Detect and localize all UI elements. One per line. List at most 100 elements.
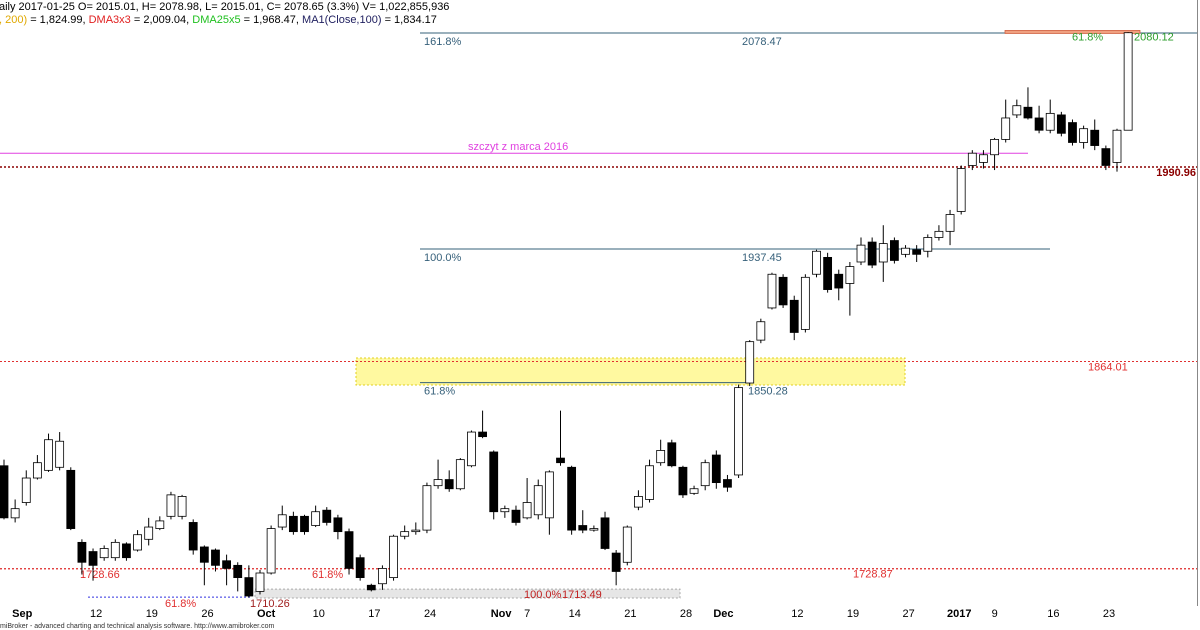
header-segment: = 1,824.99, [27, 14, 88, 26]
x-tick-label: Sep [12, 608, 32, 620]
low-zone [254, 588, 681, 599]
x-tick-label: 19 [146, 608, 158, 620]
top-mark-value: 2080.12 [1134, 31, 1174, 43]
x-tick-label: Dec [713, 608, 733, 620]
low-mark-value: 1710.26 [250, 598, 290, 610]
candle-body [99, 548, 109, 559]
candle-body [478, 431, 487, 438]
candle-body [656, 450, 666, 464]
candle-body [10, 508, 20, 519]
x-tick-label: 21 [624, 608, 636, 620]
header-segment: = 2,009.04, [131, 14, 192, 26]
candle-body [756, 321, 766, 341]
x-tick-label: 2017 [947, 608, 971, 620]
candle-body [556, 457, 565, 464]
x-tick-label: 28 [680, 608, 692, 620]
candle-body [611, 552, 621, 572]
candle-body [21, 477, 31, 503]
low-zone-value: 1713.49 [562, 589, 602, 601]
candle-body [1068, 122, 1077, 143]
x-tick-label: 17 [368, 608, 380, 620]
low-zone-pct: 100.0% [524, 589, 562, 601]
candle-body [1045, 112, 1055, 131]
candle-body [667, 442, 677, 467]
candle-body [533, 485, 543, 516]
candle-body [288, 515, 298, 533]
candle-body [678, 466, 688, 496]
level-label: 1864.01 [1088, 361, 1128, 373]
candle-body [745, 341, 755, 384]
candle-body [133, 534, 142, 551]
candle-body [890, 240, 899, 261]
candle-body [800, 276, 810, 330]
candle-body [467, 431, 476, 467]
candle-body [455, 459, 465, 490]
candle-body [1034, 117, 1044, 131]
fib-zone [355, 357, 906, 386]
candle-body [233, 564, 243, 579]
candle-body [689, 488, 699, 494]
candle-body [845, 266, 855, 284]
level-pct: 61.8% [312, 569, 343, 581]
candle-body [1001, 117, 1011, 140]
candle-body [300, 515, 309, 533]
candle-body [77, 541, 87, 563]
candle-body [422, 485, 432, 531]
candle-body [55, 440, 65, 468]
candle-body [522, 502, 532, 519]
candle-body [255, 572, 265, 592]
candle-body [734, 387, 743, 476]
candle-body [244, 577, 254, 597]
fib-pct: 161.8% [424, 36, 462, 48]
low-mark-pct: 61.8% [165, 598, 196, 610]
candle-body [489, 451, 499, 513]
fib-value: 1937.45 [742, 252, 782, 264]
candle-body [366, 584, 376, 591]
x-tick-label: 14 [569, 608, 581, 620]
candle-body [277, 514, 287, 528]
candle-body [1023, 106, 1033, 119]
header-segment: DMA3x3 [89, 14, 131, 26]
candle-body [1012, 105, 1022, 116]
header-segment: = 1,968.47, [241, 14, 302, 26]
candle-body [567, 466, 577, 531]
candle-body [411, 529, 421, 533]
candle-body [634, 496, 643, 508]
candle-body [344, 531, 354, 569]
candle-body [444, 479, 454, 490]
x-tick-label: Nov [491, 608, 513, 620]
fib-pct: 100.0% [424, 252, 462, 264]
candle-body [834, 273, 844, 289]
candle-body [355, 557, 365, 579]
candle-body [1090, 129, 1100, 146]
fib-value: 1850.28 [748, 386, 788, 398]
x-tick-label: 26 [201, 608, 213, 620]
x-tick-label: 12 [791, 608, 803, 620]
candle-body [44, 439, 53, 471]
candle-body [967, 152, 977, 166]
candle-body [155, 520, 165, 529]
candle-body [778, 276, 788, 306]
candle-body [912, 249, 922, 255]
x-tick-label: 23 [1103, 608, 1115, 620]
candle-body [1101, 148, 1111, 166]
candle-body [211, 549, 220, 566]
candle-body [1056, 114, 1066, 134]
candle-body [199, 546, 209, 563]
candle-body [88, 551, 98, 566]
candle-body [266, 528, 276, 574]
candle-body [578, 525, 588, 531]
candle-body [188, 522, 198, 551]
candle-body [645, 465, 654, 500]
header-segment: DMA25x5 [192, 14, 240, 26]
x-tick-label: 16 [1047, 608, 1059, 620]
candle-body [1123, 32, 1133, 131]
candle-body [500, 508, 510, 513]
candle-body [378, 568, 387, 585]
candle-body [867, 241, 877, 266]
candle-body [812, 250, 821, 275]
candle-body [956, 168, 966, 212]
candle-body [544, 471, 554, 519]
x-tick-label: 10 [313, 608, 325, 620]
